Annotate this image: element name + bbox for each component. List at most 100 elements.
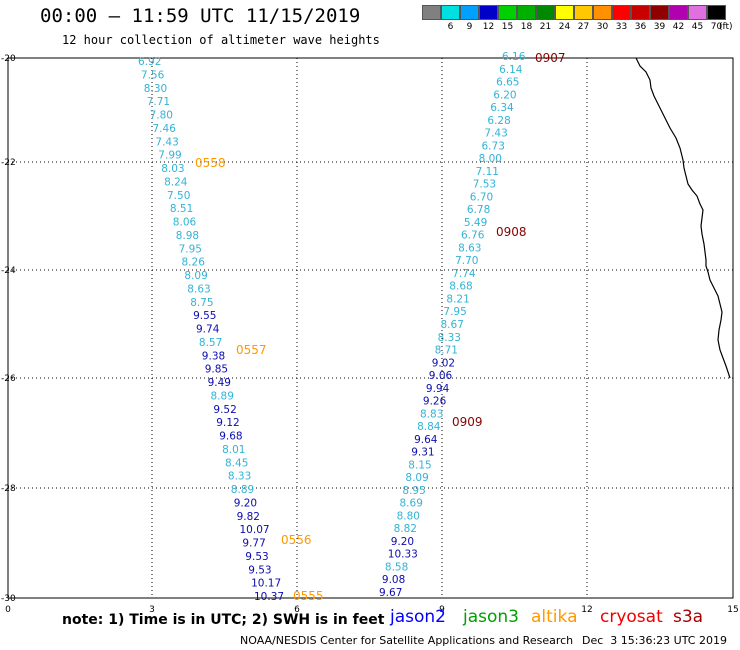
wave-height-value: 8.63	[458, 242, 481, 254]
page-subtitle: 12 hour collection of altimeter wave hei…	[62, 33, 380, 47]
wave-height-value: 8.30	[144, 83, 167, 95]
color-scale-swatch	[593, 5, 612, 20]
wave-height-value: 7.50	[167, 190, 190, 202]
wave-height-value: 8.21	[446, 294, 469, 306]
color-scale-swatch	[555, 5, 574, 20]
wave-height-value: 6.76	[461, 230, 485, 242]
x-tick-label: 3	[149, 605, 155, 615]
footer-note: note: 1) Time is in UTC; 2) SWH is in fe…	[62, 612, 385, 628]
wave-height-value: 7.53	[473, 179, 496, 191]
wave-height-value: 8.26	[182, 257, 206, 269]
wave-height-value: 9.53	[248, 564, 271, 576]
wave-height-value: 9.08	[382, 574, 405, 586]
y-tick-label: -26	[1, 374, 16, 384]
wave-height-value: 7.80	[150, 110, 173, 122]
wave-height-value: 8.84	[417, 421, 441, 433]
color-scale-label: 18	[520, 22, 533, 32]
wave-height-value: 8.03	[161, 163, 184, 175]
footer-date: Dec 3 15:36:23 UTC 2019	[582, 634, 727, 647]
wave-height-value: 7.46	[153, 123, 177, 135]
y-tick-label: -20	[1, 54, 16, 64]
wave-height-value: 7.56	[141, 69, 165, 81]
y-tick-label: -28	[1, 484, 16, 494]
color-scale-swatch	[650, 5, 669, 20]
wave-height-value: 9.52	[213, 404, 236, 416]
color-scale-label: 12	[482, 22, 495, 32]
color-scale-label: 27	[577, 22, 590, 32]
x-tick-label: 12	[581, 605, 592, 615]
wave-height-value: 8.75	[190, 297, 213, 309]
color-scale-swatch	[707, 5, 726, 20]
wave-height-value: 7.43	[484, 128, 507, 140]
wave-height-value: 8.57	[199, 337, 222, 349]
color-scale-label: 24	[558, 22, 571, 32]
color-scale-label: 9	[466, 22, 473, 32]
x-tick-label: 6	[294, 605, 300, 615]
wave-height-value: 8.45	[225, 457, 248, 469]
pass-time-label: 0908	[496, 225, 527, 239]
wave-height-value: 9.68	[219, 431, 242, 443]
satellite-legend-item: altika	[531, 607, 578, 627]
color-scale-unit: (ft)	[719, 22, 733, 32]
wave-height-value: 10.07	[240, 524, 270, 536]
color-scale-label: 30	[596, 22, 609, 32]
wave-height-value: 9.20	[234, 497, 257, 509]
x-tick-label: 0	[5, 605, 11, 615]
wave-height-value: 7.71	[147, 96, 170, 108]
satellite-legend-item: jason3	[463, 607, 519, 627]
wave-height-value: 8.71	[435, 345, 458, 357]
color-scale-swatch	[631, 5, 650, 20]
color-scale-swatch	[479, 5, 498, 20]
color-scale-label: 39	[653, 22, 666, 32]
wave-height-value: 8.33	[438, 332, 461, 344]
color-scale-swatch	[574, 5, 593, 20]
wave-height-value: 10.33	[388, 549, 418, 561]
wave-height-value: 9.64	[414, 434, 438, 446]
wave-height-value: 8.69	[400, 498, 423, 510]
x-tick-label: 15	[727, 605, 738, 615]
wave-height-value: 6.92	[138, 56, 161, 68]
wave-height-value: 7.74	[452, 268, 476, 280]
wave-height-value: 8.58	[385, 562, 408, 574]
wave-height-value: 7.70	[455, 255, 478, 267]
wave-height-value: 7.99	[158, 150, 181, 162]
plot-frame	[7, 57, 734, 599]
wave-height-value: 8.95	[402, 485, 425, 497]
wave-height-value: 8.68	[449, 281, 472, 293]
wave-height-value: 9.02	[432, 357, 455, 369]
wave-height-value: 7.43	[155, 136, 178, 148]
color-scale-swatch	[669, 5, 688, 20]
color-scale-swatch	[498, 5, 517, 20]
wave-height-value: 6.20	[493, 89, 516, 101]
color-scale-label: 33	[615, 22, 628, 32]
wave-height-value: 9.82	[237, 511, 260, 523]
y-tick-label: -24	[1, 266, 16, 276]
wave-height-value: 8.82	[394, 523, 417, 535]
coastline	[635, 57, 731, 379]
wave-height-value: 9.26	[423, 396, 447, 408]
wave-height-value: 8.89	[211, 390, 234, 402]
wave-height-value: 9.85	[205, 364, 228, 376]
color-scale-label: 42	[672, 22, 685, 32]
footer-credit: NOAA/NESDIS Center for Satellite Applica…	[240, 634, 574, 647]
color-scale-label: 45	[691, 22, 704, 32]
color-scale-label: 36	[634, 22, 647, 32]
wave-height-value: 9.55	[193, 310, 216, 322]
pass-time-label: 0555	[293, 589, 324, 603]
color-scale-label: 70	[710, 22, 723, 32]
wave-height-value: 10.17	[251, 578, 281, 590]
wave-height-value: 8.01	[222, 444, 245, 456]
wave-height-value: 8.33	[228, 471, 251, 483]
wave-height-value: 6.65	[496, 77, 519, 89]
wave-height-value: 6.70	[470, 191, 493, 203]
pass-time-label: 0558	[195, 156, 226, 170]
satellite-legend-item: jason2	[390, 607, 446, 627]
pass-time-label: 0556	[281, 533, 312, 547]
color-scale-swatch	[688, 5, 707, 20]
wave-height-value: 9.12	[216, 417, 239, 429]
wave-height-value: 6.16	[502, 51, 526, 63]
wave-height-value: 8.09	[184, 270, 207, 282]
y-tick-label: -30	[1, 594, 16, 604]
wave-height-value: 6.28	[487, 115, 510, 127]
